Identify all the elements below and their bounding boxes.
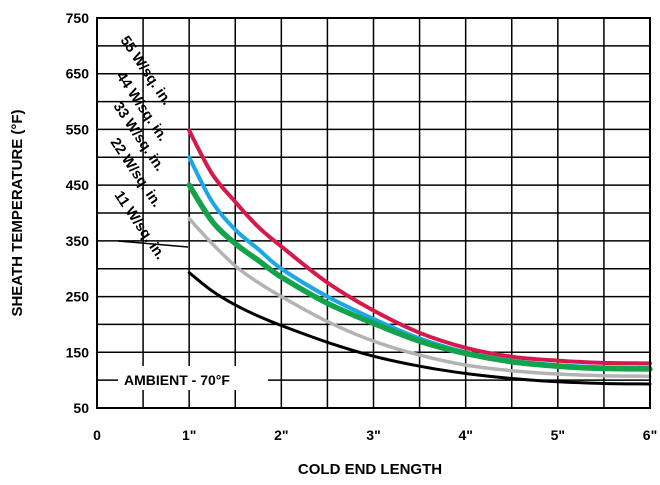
series-line [187, 271, 652, 386]
y-axis-label: SHEATH TEMPERATURE (°F) [9, 109, 26, 316]
y-tick-label: 550 [66, 121, 90, 137]
series-line [187, 128, 652, 366]
plot-frame [96, 17, 651, 409]
x-tick-label: 1" [182, 427, 196, 443]
y-tick-labels: 50 150 250 350 450 550 650 750 [66, 10, 90, 416]
y-tick-label: 450 [66, 177, 90, 193]
series-line [187, 216, 652, 378]
series-labels: 55 W/sq. in.44 W/sq. in.33 W/sq. in.22 W… [107, 33, 189, 263]
series-lines [186, 128, 653, 386]
grid-lines [97, 18, 650, 408]
x-tick-labels: 0 1" 2" 3" 4" 5" 6" [93, 427, 657, 443]
y-tick-label: 350 [66, 233, 90, 249]
y-tick-label: 650 [66, 66, 90, 82]
x-tick-label: 4" [458, 427, 472, 443]
series-label-leader [117, 240, 189, 248]
ambient-label-background [118, 366, 268, 390]
x-tick-label: 0 [93, 427, 101, 443]
y-tick-label: 150 [66, 344, 90, 360]
y-tick-label: 50 [73, 400, 89, 416]
x-tick-label: 3" [366, 427, 380, 443]
ambient-annotation: AMBIENT - 70°F [124, 372, 230, 388]
series-line [186, 182, 653, 372]
x-tick-label: 6" [643, 427, 657, 443]
x-tick-label: 5" [551, 427, 565, 443]
y-tick-label: 250 [66, 289, 90, 305]
y-tick-label: 750 [66, 10, 90, 26]
x-axis-label: COLD END LENGTH [298, 461, 442, 478]
x-tick-label: 2" [274, 427, 288, 443]
